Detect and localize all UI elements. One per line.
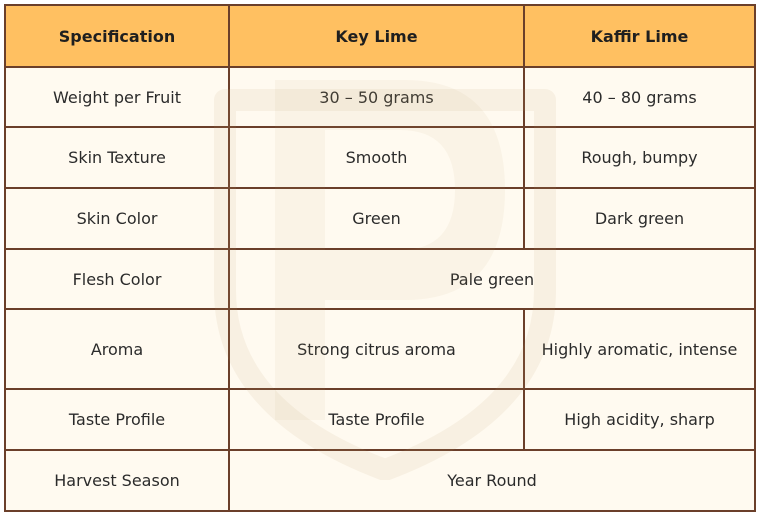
table-row: Harvest Season Year Round xyxy=(4,449,756,512)
table-row: Taste Profile Taste Profile High acidity… xyxy=(4,388,756,451)
merged-cell: Pale green xyxy=(228,248,756,310)
key-lime-cell: Strong citrus aroma xyxy=(228,308,525,390)
row-label: Skin Color xyxy=(4,187,230,250)
header-row: Specification Key Lime Kaffir Lime xyxy=(4,4,756,68)
table-row: Weight per Fruit 30 – 50 grams 40 – 80 g… xyxy=(4,66,756,128)
table-row: Skin Texture Smooth Rough, bumpy xyxy=(4,126,756,189)
table-row: Skin Color Green Dark green xyxy=(4,187,756,250)
kaffir-lime-cell: 40 – 80 grams xyxy=(523,66,756,128)
row-label: Harvest Season xyxy=(4,449,230,512)
header-specification: Specification xyxy=(4,4,230,68)
key-lime-cell: Green xyxy=(228,187,525,250)
key-lime-cell: 30 – 50 grams xyxy=(228,66,525,128)
row-label: Aroma xyxy=(4,308,230,390)
kaffir-lime-cell: High acidity, sharp xyxy=(523,388,756,451)
kaffir-lime-cell: Dark green xyxy=(523,187,756,250)
kaffir-lime-cell: Rough, bumpy xyxy=(523,126,756,189)
table-row: Flesh Color Pale green xyxy=(4,248,756,310)
row-label: Taste Profile xyxy=(4,388,230,451)
key-lime-cell: Smooth xyxy=(228,126,525,189)
row-label: Weight per Fruit xyxy=(4,66,230,128)
row-label: Skin Texture xyxy=(4,126,230,189)
comparison-table: Specification Key Lime Kaffir Lime Weigh… xyxy=(4,4,756,512)
row-label: Flesh Color xyxy=(4,248,230,310)
header-kaffir-lime: Kaffir Lime xyxy=(523,4,756,68)
header-key-lime: Key Lime xyxy=(228,4,525,68)
table-row: Aroma Strong citrus aroma Highly aromati… xyxy=(4,308,756,390)
key-lime-cell: Taste Profile xyxy=(228,388,525,451)
kaffir-lime-cell: Highly aromatic, intense xyxy=(523,308,756,390)
merged-cell: Year Round xyxy=(228,449,756,512)
